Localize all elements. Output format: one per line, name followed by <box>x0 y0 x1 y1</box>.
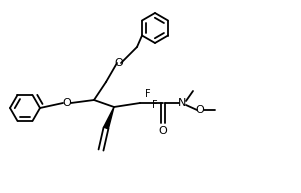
Text: O: O <box>63 98 71 108</box>
Text: F: F <box>152 100 158 110</box>
Text: N: N <box>178 98 186 108</box>
Text: O: O <box>115 58 123 68</box>
Polygon shape <box>104 107 114 129</box>
Text: O: O <box>196 105 204 115</box>
Text: O: O <box>159 126 167 136</box>
Text: F: F <box>145 89 151 99</box>
